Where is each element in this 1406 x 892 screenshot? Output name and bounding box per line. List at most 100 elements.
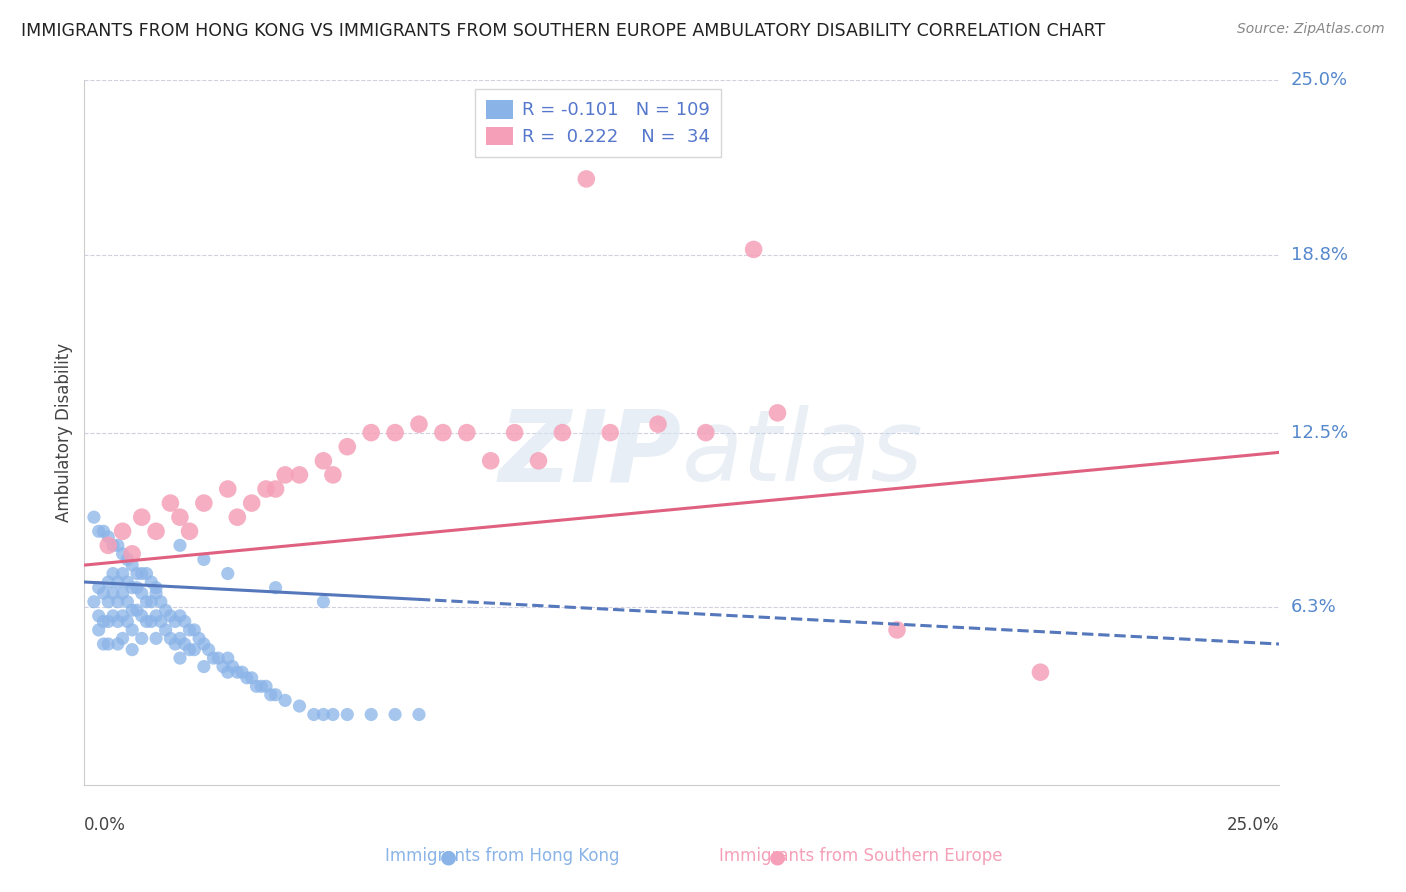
Point bbox=[766, 406, 789, 420]
Text: ●: ● bbox=[440, 847, 457, 866]
Point bbox=[145, 608, 167, 623]
Text: 6.3%: 6.3% bbox=[1291, 599, 1336, 616]
Point bbox=[456, 425, 478, 440]
Point bbox=[193, 552, 215, 566]
Point bbox=[221, 659, 243, 673]
Point bbox=[336, 707, 359, 722]
Point bbox=[87, 623, 110, 637]
Point bbox=[217, 651, 239, 665]
Point bbox=[260, 688, 283, 702]
Point bbox=[217, 665, 239, 680]
Point bbox=[121, 623, 143, 637]
Point bbox=[183, 642, 205, 657]
Text: ZIP: ZIP bbox=[499, 405, 682, 502]
Point bbox=[742, 243, 765, 257]
Point bbox=[479, 454, 502, 468]
Point bbox=[97, 595, 120, 609]
Point bbox=[131, 586, 153, 600]
Point bbox=[131, 632, 153, 646]
Point bbox=[188, 632, 211, 646]
Point bbox=[264, 581, 287, 595]
Point bbox=[173, 615, 195, 629]
Point bbox=[179, 642, 201, 657]
Point bbox=[97, 615, 120, 629]
Point bbox=[159, 632, 181, 646]
Point bbox=[165, 637, 187, 651]
Text: Immigrants from Hong Kong: Immigrants from Hong Kong bbox=[385, 847, 620, 865]
Point bbox=[169, 510, 191, 524]
Point bbox=[87, 608, 110, 623]
Point bbox=[165, 615, 187, 629]
Point bbox=[312, 595, 335, 609]
Point bbox=[117, 574, 139, 589]
Point bbox=[159, 608, 181, 623]
Point bbox=[107, 574, 129, 589]
Point bbox=[125, 603, 148, 617]
Point bbox=[384, 707, 406, 722]
Point bbox=[384, 425, 406, 440]
Point bbox=[226, 665, 249, 680]
Point bbox=[131, 510, 153, 524]
Text: atlas: atlas bbox=[682, 405, 924, 502]
Point bbox=[83, 510, 105, 524]
Point bbox=[360, 425, 382, 440]
Point bbox=[226, 510, 249, 524]
Point bbox=[135, 595, 157, 609]
Point bbox=[173, 637, 195, 651]
Point bbox=[159, 496, 181, 510]
Point bbox=[599, 425, 621, 440]
Point bbox=[408, 417, 430, 432]
Point bbox=[647, 417, 669, 432]
Point bbox=[125, 581, 148, 595]
Point bbox=[131, 608, 153, 623]
Text: Source: ZipAtlas.com: Source: ZipAtlas.com bbox=[1237, 22, 1385, 37]
Point bbox=[111, 586, 134, 600]
Point bbox=[254, 482, 277, 496]
Point bbox=[97, 637, 120, 651]
Point bbox=[202, 651, 225, 665]
Point bbox=[145, 632, 167, 646]
Point bbox=[231, 665, 253, 680]
Point bbox=[97, 574, 120, 589]
Text: 25.0%: 25.0% bbox=[1291, 71, 1348, 89]
Point bbox=[117, 595, 139, 609]
Point bbox=[217, 566, 239, 581]
Point bbox=[101, 566, 124, 581]
Point bbox=[155, 623, 177, 637]
Point bbox=[97, 538, 120, 552]
Point bbox=[1029, 665, 1052, 680]
Point bbox=[141, 615, 163, 629]
Point bbox=[322, 467, 344, 482]
Point bbox=[135, 566, 157, 581]
Point bbox=[236, 671, 259, 685]
Point bbox=[250, 679, 273, 693]
Text: Immigrants from Southern Europe: Immigrants from Southern Europe bbox=[720, 847, 1002, 865]
Point bbox=[87, 524, 110, 539]
Point bbox=[121, 603, 143, 617]
Point bbox=[145, 581, 167, 595]
Point bbox=[197, 642, 219, 657]
Text: 12.5%: 12.5% bbox=[1291, 424, 1348, 442]
Text: ●: ● bbox=[769, 847, 786, 866]
Point bbox=[111, 632, 134, 646]
Point bbox=[107, 595, 129, 609]
Point bbox=[93, 615, 115, 629]
Point bbox=[97, 530, 120, 544]
Point bbox=[207, 651, 229, 665]
Point bbox=[101, 538, 124, 552]
Point bbox=[111, 547, 134, 561]
Text: 0.0%: 0.0% bbox=[84, 815, 127, 833]
Point bbox=[179, 524, 201, 539]
Point bbox=[169, 632, 191, 646]
Text: IMMIGRANTS FROM HONG KONG VS IMMIGRANTS FROM SOUTHERN EUROPE AMBULATORY DISABILI: IMMIGRANTS FROM HONG KONG VS IMMIGRANTS … bbox=[21, 22, 1105, 40]
Y-axis label: Ambulatory Disability: Ambulatory Disability bbox=[55, 343, 73, 522]
Point bbox=[145, 586, 167, 600]
Point bbox=[503, 425, 526, 440]
Point bbox=[886, 623, 908, 637]
Point bbox=[93, 637, 115, 651]
Point bbox=[212, 659, 235, 673]
Point bbox=[288, 467, 311, 482]
Point bbox=[217, 482, 239, 496]
Point bbox=[117, 552, 139, 566]
Point bbox=[101, 608, 124, 623]
